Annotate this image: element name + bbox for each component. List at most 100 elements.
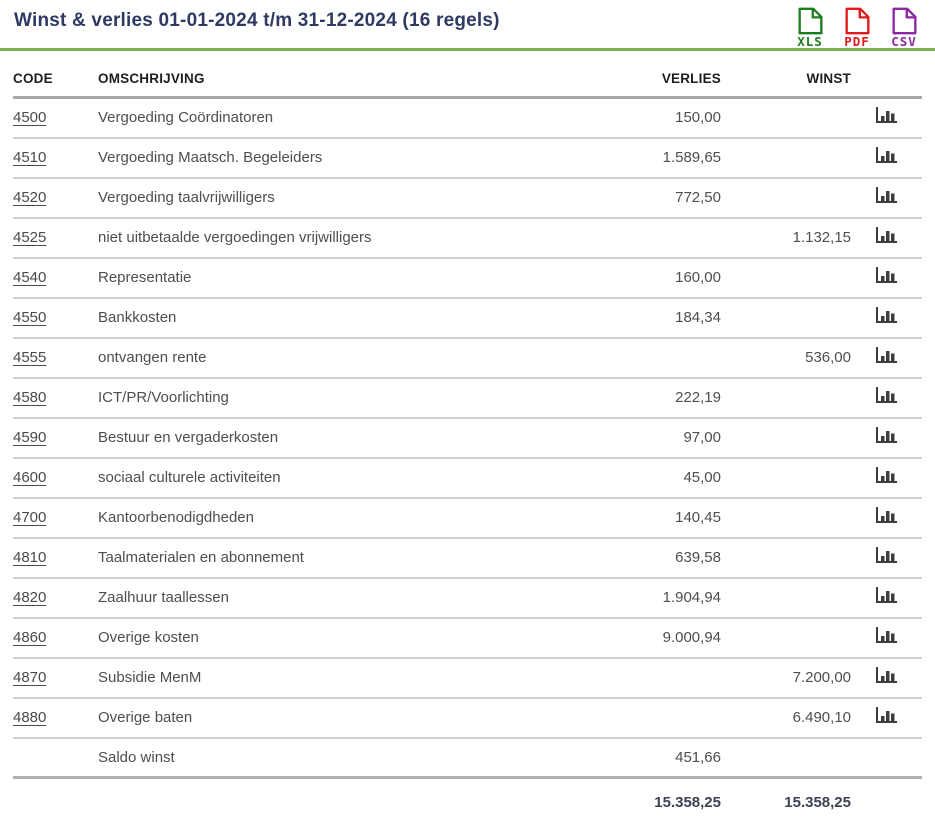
bar-chart-icon[interactable] — [875, 667, 898, 684]
row-description: Bestuur en vergaderkosten — [98, 417, 601, 459]
code-link[interactable]: 4520 — [13, 189, 47, 206]
bar-chart-icon[interactable] — [875, 147, 898, 164]
pdf-file-icon — [843, 7, 872, 35]
row-winst — [721, 497, 851, 539]
table-row: 4525 niet uitbetaalde vergoedingen vrijw… — [13, 217, 922, 259]
row-verlies: 45,00 — [601, 457, 721, 499]
code-link[interactable]: 4555 — [13, 349, 47, 366]
row-winst — [721, 177, 851, 219]
row-description: Taalmaterialen en abonnement — [98, 537, 601, 579]
bar-chart-icon[interactable] — [875, 627, 898, 644]
table-row: 4580 ICT/PR/Voorlichting 222,19 — [13, 377, 922, 419]
table-row: 4590 Bestuur en vergaderkosten 97,00 — [13, 417, 922, 459]
row-description: sociaal culturele activiteiten — [98, 457, 601, 499]
row-winst — [721, 417, 851, 459]
bar-chart-icon[interactable] — [875, 427, 898, 444]
row-winst: 7.200,00 — [721, 657, 851, 699]
code-link[interactable]: 4550 — [13, 309, 47, 326]
export-button-csv[interactable]: CSV — [885, 7, 923, 49]
row-description: Vergoeding Maatsch. Begeleiders — [98, 137, 601, 179]
table-header-row: CODE OMSCHRIJVING VERLIES WINST — [13, 51, 922, 99]
profit-loss-table: CODE OMSCHRIJVING VERLIES WINST 4500 Ver… — [13, 51, 922, 820]
table-row: 4810 Taalmaterialen en abonnement 639,58 — [13, 537, 922, 579]
row-winst — [721, 297, 851, 339]
col-header-code: CODE — [13, 51, 98, 99]
row-winst: 536,00 — [721, 337, 851, 379]
row-winst — [721, 257, 851, 299]
bar-chart-icon[interactable] — [875, 387, 898, 404]
bar-chart-icon[interactable] — [875, 267, 898, 284]
row-description: Overige kosten — [98, 617, 601, 659]
code-link[interactable]: 4590 — [13, 429, 47, 446]
export-label: PDF — [844, 34, 870, 49]
code-link[interactable]: 4510 — [13, 149, 47, 166]
table-row: 4820 Zaalhuur taallessen 1.904,94 — [13, 577, 922, 619]
col-header-chart — [851, 51, 922, 99]
code-link[interactable]: 4580 — [13, 389, 47, 406]
bar-chart-icon[interactable] — [875, 307, 898, 324]
row-verlies — [601, 657, 721, 699]
row-verlies: 9.000,94 — [601, 617, 721, 659]
export-button-xls[interactable]: XLS — [791, 7, 829, 49]
code-link[interactable]: 4870 — [13, 669, 47, 686]
table-row: 4550 Bankkosten 184,34 — [13, 297, 922, 339]
row-winst — [721, 537, 851, 579]
code-link[interactable]: 4500 — [13, 109, 47, 127]
row-winst — [721, 137, 851, 179]
export-label: XLS — [797, 34, 823, 49]
row-verlies: 150,00 — [601, 97, 721, 139]
bar-chart-icon[interactable] — [875, 187, 898, 204]
code-link[interactable]: 4810 — [13, 549, 47, 566]
table-row: 4540 Representatie 160,00 — [13, 257, 922, 299]
bar-chart-icon[interactable] — [875, 587, 898, 604]
row-description: Bankkosten — [98, 297, 601, 339]
table-row: 4870 Subsidie MenM 7.200,00 — [13, 657, 922, 699]
row-winst: 6.490,10 — [721, 697, 851, 739]
bar-chart-icon[interactable] — [875, 467, 898, 484]
row-verlies: 639,58 — [601, 537, 721, 579]
row-verlies: 451,66 — [601, 737, 721, 779]
bar-chart-icon[interactable] — [875, 227, 898, 244]
export-button-pdf[interactable]: PDF — [838, 7, 876, 49]
bar-chart-icon[interactable] — [875, 107, 898, 124]
row-verlies — [601, 217, 721, 259]
code-link[interactable]: 4600 — [13, 469, 47, 486]
code-link[interactable]: 4860 — [13, 629, 47, 646]
code-link[interactable]: 4700 — [13, 509, 47, 526]
row-description: Subsidie MenM — [98, 657, 601, 699]
row-verlies: 1.904,94 — [601, 577, 721, 619]
total-verlies: 15.358,25 — [654, 793, 721, 811]
row-description: niet uitbetaalde vergoedingen vrijwillig… — [98, 217, 601, 259]
row-verlies: 1.589,65 — [601, 137, 721, 179]
row-description: Vergoeding Coördinatoren — [98, 97, 601, 139]
row-verlies — [601, 337, 721, 379]
row-winst — [721, 577, 851, 619]
row-description: Kantoorbenodigdheden — [98, 497, 601, 539]
code-link[interactable]: 4540 — [13, 269, 47, 286]
row-description: Saldo winst — [98, 737, 601, 779]
table-row: Saldo winst 451,66 — [13, 737, 922, 779]
row-verlies — [601, 697, 721, 739]
table-row: 4555 ontvangen rente 536,00 — [13, 337, 922, 379]
page-title: Winst & verlies 01-01-2024 t/m 31-12-202… — [14, 10, 500, 31]
bar-chart-icon[interactable] — [875, 547, 898, 564]
totals-row: 15.358,25 15.358,25 — [13, 778, 922, 820]
col-header-winst: WINST — [721, 51, 851, 99]
bar-chart-icon[interactable] — [875, 507, 898, 524]
page-header: Winst & verlies 01-01-2024 t/m 31-12-202… — [0, 0, 935, 51]
table-row: 4510 Vergoeding Maatsch. Begeleiders 1.5… — [13, 137, 922, 179]
bar-chart-icon[interactable] — [875, 347, 898, 364]
code-link[interactable]: 4880 — [13, 709, 47, 726]
total-winst: 15.358,25 — [784, 793, 851, 811]
export-buttons: XLS PDF CSV — [791, 7, 923, 49]
bar-chart-icon[interactable] — [875, 707, 898, 724]
row-winst — [721, 617, 851, 659]
code-link[interactable]: 4525 — [13, 229, 47, 246]
row-verlies: 140,45 — [601, 497, 721, 539]
row-description: ICT/PR/Voorlichting — [98, 377, 601, 419]
profit-loss-table-wrap: CODE OMSCHRIJVING VERLIES WINST 4500 Ver… — [0, 51, 935, 820]
row-verlies: 772,50 — [601, 177, 721, 219]
code-link[interactable]: 4820 — [13, 589, 47, 606]
row-winst — [721, 97, 851, 139]
table-row: 4880 Overige baten 6.490,10 — [13, 697, 922, 739]
